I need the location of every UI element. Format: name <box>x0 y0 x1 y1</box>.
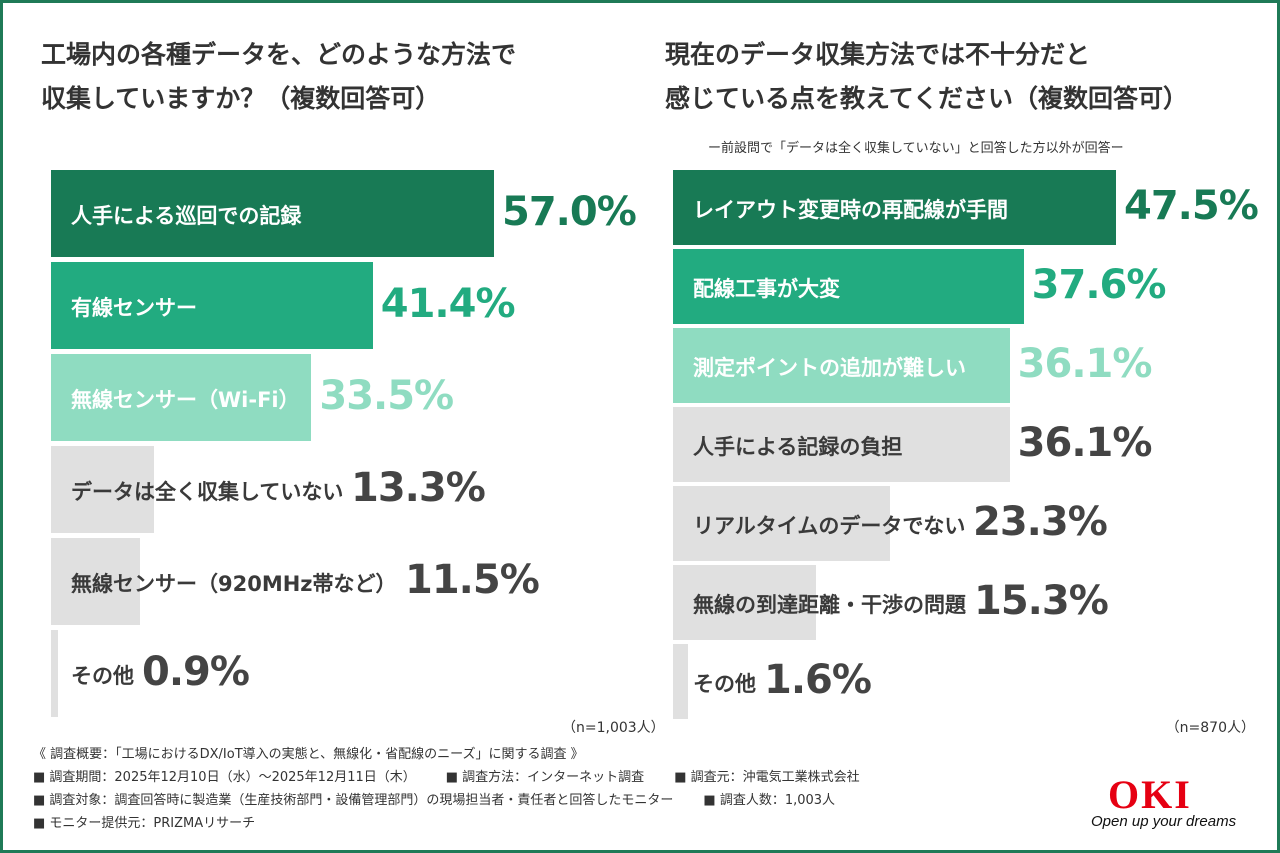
bar <box>673 565 816 640</box>
footer-item: ■ モニター提供元：PRIZMAリサーチ <box>33 816 256 831</box>
value-label: 15.3% <box>974 577 1109 624</box>
value-label: 36.1% <box>1017 340 1153 387</box>
bar <box>673 249 1024 324</box>
footer-item: ■ 調査方法：インターネット調査 <box>445 770 645 785</box>
bar-label: データは全く収集していない <box>71 479 344 504</box>
bar-label: 配線工事が大変 <box>693 276 840 301</box>
value-label: 1.6% <box>764 656 872 703</box>
footer-line: 《 調査概要：「工場におけるDX/IoT導入の実態と、無線化・省配線のニーズ」に… <box>33 743 614 762</box>
value-label: 41.4% <box>380 280 516 327</box>
bar <box>673 407 1010 482</box>
bar <box>51 630 58 717</box>
footer-line: ■ 調査期間：2025年12月10日（水）～2025年12月11日（木） ■ 調査… <box>33 766 890 785</box>
bar <box>51 538 141 625</box>
bar <box>673 328 1010 403</box>
chart-title: 収集していますか？（複数回答可） <box>41 84 441 113</box>
bar-label: 測定ポイントの追加が難しい <box>693 355 966 380</box>
value-label: 36.1% <box>1017 419 1153 466</box>
value-label: 23.3% <box>973 498 1108 545</box>
bar-label: 無線センサー（Wi-Fi） <box>71 387 300 412</box>
bar <box>51 446 155 533</box>
footer-item: ■ 調査元：沖電気工業株式会社 <box>674 770 860 785</box>
value-label: 13.3% <box>351 464 486 511</box>
bar <box>51 262 373 349</box>
sample-size: （n=870人） <box>1165 720 1255 736</box>
footer-line: ■ 調査対象：調査回答時に製造業（生産技術部門・設備管理部門）の現場担当者・責任… <box>33 789 865 808</box>
chart-title: 現在のデータ収集方法では不十分だと <box>665 40 1091 69</box>
bar-label: その他 <box>71 663 134 688</box>
bar <box>51 354 312 441</box>
footer-line: ■ モニター提供元：PRIZMAリサーチ <box>33 812 285 831</box>
bar-label: 人手による記録の負担 <box>693 434 903 459</box>
value-label: 11.5% <box>405 556 540 603</box>
value-label: 57.0% <box>502 188 637 235</box>
logo: OKI <box>1108 772 1192 817</box>
bar <box>673 486 891 561</box>
tagline: Open up your dreams <box>1091 813 1237 830</box>
value-label: 37.6% <box>1031 261 1167 308</box>
footer-item: 《 調査概要：「工場におけるDX/IoT導入の実態と、無線化・省配線のニーズ」に… <box>33 747 584 762</box>
footer-item: ■ 調査人数：1,003人 <box>703 793 836 808</box>
bar-label: 有線センサー <box>71 295 197 320</box>
footer-item: ■ 調査期間：2025年12月10日（水）～2025年12月11日（木） <box>33 770 416 785</box>
bar-label: リアルタイムのデータでない <box>693 513 966 538</box>
value-label: 33.5% <box>319 372 454 419</box>
chart-title: 感じている点を教えてください（複数回答可） <box>665 84 1189 113</box>
bar-label: 人手による巡回での記録 <box>71 203 302 228</box>
value-label: 47.5% <box>1124 182 1259 229</box>
bar-label: 無線センサー（920MHz帯など） <box>71 571 397 596</box>
chart-subtitle: ー前設問で「データは全く収集していない」と回答した方以外が回答ー <box>708 141 1124 156</box>
bar <box>51 170 494 257</box>
footer-item: ■ 調査対象：調査回答時に製造業（生産技術部門・設備管理部門）の現場担当者・責任… <box>33 793 674 808</box>
bar <box>673 170 1116 245</box>
chart-title: 工場内の各種データを、どのような方法で <box>41 40 517 69</box>
sample-size: （n=1,003人） <box>562 720 665 736</box>
bar-label: 無線の到達距離・干渉の問題 <box>693 592 966 617</box>
value-label: 0.9% <box>142 648 250 695</box>
bar-label: レイアウト変更時の再配線が手間 <box>693 197 1008 222</box>
bar-label: その他 <box>693 671 756 696</box>
bar <box>673 644 688 719</box>
